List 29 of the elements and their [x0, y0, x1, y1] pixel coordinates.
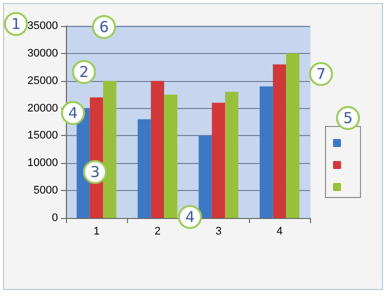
bar: [286, 53, 300, 218]
y-tick-label: 30000: [27, 47, 58, 60]
bar: [164, 94, 178, 218]
bar: [225, 92, 238, 218]
bar: [272, 64, 286, 218]
bar: [103, 80, 116, 218]
bar: [212, 102, 226, 218]
bar: [150, 80, 164, 218]
y-tick-label: 15000: [27, 130, 58, 142]
annotation: 2: [72, 60, 96, 84]
bar: [198, 136, 212, 218]
annotation: 4: [61, 101, 85, 125]
y-tick-label: 5000: [34, 184, 58, 197]
bar: [138, 119, 151, 218]
annotation: 6: [92, 15, 116, 39]
y-tick-label: 35000: [27, 20, 58, 32]
y-tick-label: 20000: [27, 102, 58, 114]
x-tick-label: 4: [276, 226, 283, 238]
x-tick-label: 1: [93, 226, 100, 238]
text: 7: [309, 62, 333, 86]
y-tick-label: 25000: [27, 74, 58, 87]
text: 5: [336, 106, 360, 130]
bar: [260, 86, 273, 218]
y-tick-label: 10000: [27, 157, 58, 170]
annotation: 3: [83, 160, 107, 184]
text: 1: [4, 12, 28, 36]
x-tick-label: 3: [215, 226, 222, 238]
x-tick-label: 2: [154, 226, 161, 238]
y-tick-label: 0: [52, 212, 58, 224]
